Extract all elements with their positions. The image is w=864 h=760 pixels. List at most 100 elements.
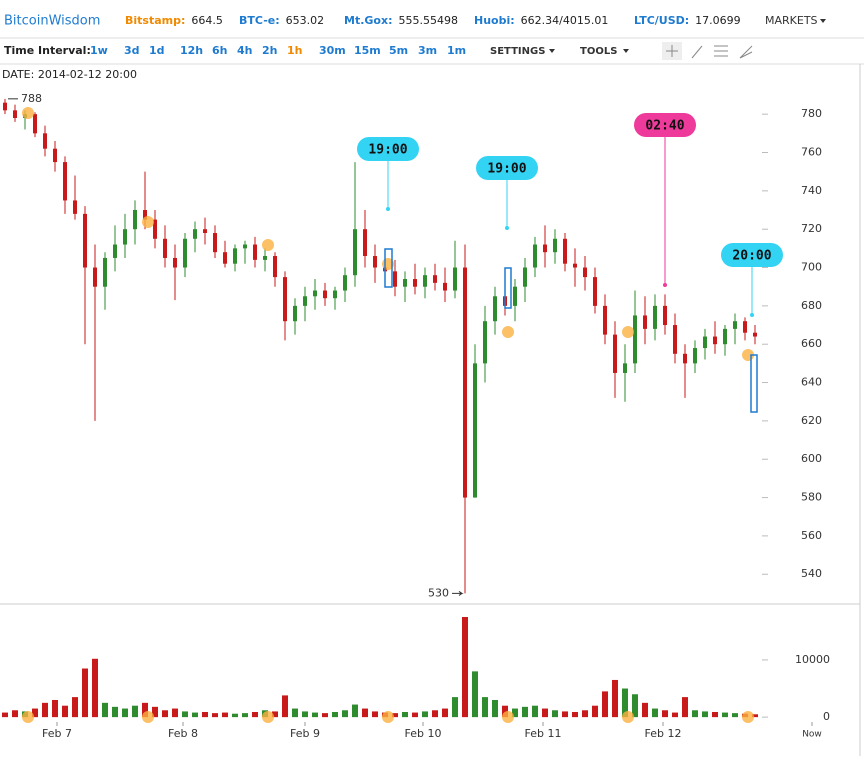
- volume-bar: [42, 702, 48, 718]
- interval-button[interactable]: 2h: [262, 44, 278, 57]
- volume-bar: [282, 695, 288, 718]
- interval-button[interactable]: 3m: [418, 44, 437, 57]
- candle-body: [463, 267, 467, 498]
- volume-bar: [712, 711, 718, 718]
- interval-button[interactable]: 1d: [149, 44, 165, 57]
- callout-bubble[interactable]: [357, 137, 419, 161]
- candle-body: [243, 244, 247, 249]
- candle-body: [423, 275, 427, 287]
- event-dot[interactable]: [382, 711, 394, 723]
- candle-body: [263, 256, 267, 260]
- event-dot[interactable]: [142, 711, 154, 723]
- volume-bar: [62, 705, 68, 718]
- callout-bubble[interactable]: [634, 113, 696, 137]
- settings-menu[interactable]: SETTINGS: [490, 46, 545, 57]
- interval-button[interactable]: 5m: [389, 44, 408, 57]
- event-dot[interactable]: [742, 711, 754, 723]
- candle-body: [203, 229, 207, 234]
- tool-hlines-icon[interactable]: [714, 45, 728, 57]
- volume-bar: [52, 699, 58, 718]
- candle-body: [73, 200, 77, 214]
- volume-bar: [182, 711, 188, 718]
- candle-body: [483, 321, 487, 364]
- volume-bar: [562, 711, 568, 718]
- y-tick-label: 680: [801, 299, 822, 312]
- candle-body: [473, 363, 477, 498]
- candle-body: [13, 110, 17, 119]
- volume-bar: [392, 713, 398, 718]
- volume-bar: [432, 710, 438, 718]
- ticker-value: 664.5: [191, 14, 223, 27]
- callout-label: 20:00: [732, 249, 771, 264]
- tool-cross-icon: [666, 45, 678, 57]
- candle-body: [193, 229, 197, 239]
- volume-bar: [652, 708, 658, 718]
- candle-body: [443, 282, 447, 291]
- tool-fan-icon[interactable]: [739, 45, 753, 59]
- event-dot[interactable]: [22, 107, 34, 119]
- volume-bar: [362, 708, 368, 718]
- candle-body: [343, 275, 347, 291]
- x-tick-label: Feb 10: [405, 727, 442, 740]
- volume-bar: [222, 712, 228, 718]
- volume-bar: [312, 712, 318, 718]
- interval-button[interactable]: 1m: [447, 44, 466, 57]
- candle-body: [253, 244, 257, 260]
- candle-body: [753, 332, 757, 337]
- candle-body: [613, 334, 617, 373]
- event-dot[interactable]: [22, 711, 34, 723]
- order-box: [750, 354, 758, 413]
- candle-body: [323, 290, 327, 299]
- volume-bar: [252, 711, 258, 718]
- y-tick-label: 720: [801, 222, 822, 235]
- event-dot[interactable]: [142, 216, 154, 228]
- volume-bar: [472, 671, 478, 718]
- interval-button[interactable]: 15m: [354, 44, 381, 57]
- markets-menu[interactable]: MARKETS: [765, 14, 818, 27]
- interval-button[interactable]: 3d: [124, 44, 140, 57]
- volume-bar: [522, 706, 528, 718]
- tool-line-icon[interactable]: [691, 45, 703, 59]
- candle-body: [623, 363, 627, 373]
- event-dot[interactable]: [502, 711, 514, 723]
- callout-label: 19:00: [368, 143, 407, 158]
- y-tick-label: 740: [801, 184, 822, 197]
- candle-body: [603, 305, 607, 335]
- event-dot[interactable]: [622, 326, 634, 338]
- interval-button[interactable]: 12h: [180, 44, 203, 57]
- interval-button[interactable]: 1w: [90, 44, 108, 57]
- x-tick-label: Now: [802, 730, 822, 740]
- x-tick-label: Feb 11: [525, 727, 562, 740]
- volume-bar: [752, 714, 758, 718]
- volume-bar: [572, 711, 578, 718]
- interval-button[interactable]: 1h: [287, 44, 303, 57]
- brand[interactable]: BitcoinWisdom: [4, 14, 100, 29]
- interval-button[interactable]: 30m: [319, 44, 346, 57]
- volume-bar: [532, 705, 538, 718]
- y-tick-label: 560: [801, 529, 822, 542]
- volume-bar: [72, 697, 78, 718]
- volume-bar: [702, 711, 708, 718]
- candle-body: [63, 162, 67, 201]
- tools-menu[interactable]: TOOLS: [580, 46, 617, 57]
- callout-label: 19:00: [487, 162, 526, 177]
- candle-body: [273, 256, 277, 278]
- candle-body: [53, 148, 57, 163]
- event-dot[interactable]: [262, 711, 274, 723]
- candle-body: [693, 348, 697, 364]
- candle-body: [163, 238, 167, 258]
- volume-bar: [462, 617, 468, 718]
- event-dot[interactable]: [622, 711, 634, 723]
- candle-body: [333, 290, 337, 299]
- callout-bubble[interactable]: [721, 243, 783, 267]
- event-dot[interactable]: [262, 239, 274, 251]
- x-tick-label: Feb 12: [645, 727, 682, 740]
- high-marker: 788: [21, 92, 42, 105]
- callout-bubble[interactable]: [476, 156, 538, 180]
- interval-button[interactable]: 4h: [237, 44, 253, 57]
- candle-body: [733, 321, 737, 329]
- interval-button[interactable]: 6h: [212, 44, 228, 57]
- event-dot[interactable]: [502, 326, 514, 338]
- callout-dot: [663, 283, 667, 287]
